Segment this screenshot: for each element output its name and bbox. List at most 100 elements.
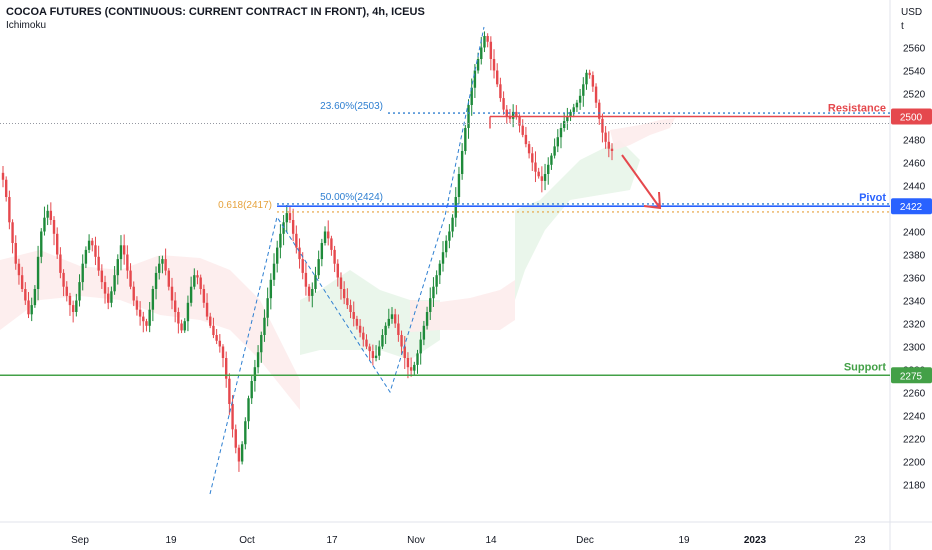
price-tag-label: 2275 [900,371,923,382]
candle-body [119,245,123,260]
candle-body [193,275,196,287]
candle-body [444,240,448,253]
candle-body [531,153,534,163]
candle-body [8,197,11,223]
candle-body [403,346,406,358]
cloud-band-3 [515,140,640,300]
candle-body [212,325,215,335]
x-tick-label: 17 [326,535,338,546]
candle-body [91,240,94,246]
candle-body [100,270,104,283]
candle-body [578,95,582,103]
candle-body [307,286,311,296]
fib-lines: 23.60%(2503) 50.00%(2424) 0.618(2417) [209,26,890,495]
candle-body [432,286,435,299]
candle-body [540,176,544,181]
candle-body [368,346,371,352]
candle-body [269,279,273,299]
candle-body [59,254,62,273]
candle-body [78,282,81,301]
candle-body [173,300,177,312]
candle-body [186,302,190,322]
candle-body [27,300,30,315]
x-tick-label: 23 [854,535,866,546]
candle-body [205,302,209,317]
candle-body [4,179,8,197]
candle-body [483,36,486,48]
candle-body [362,332,365,340]
candle-body [451,217,454,232]
candle-body [480,47,483,59]
price-tag-label: 2500 [900,113,923,124]
candle-body [518,116,521,126]
candle-body [158,263,161,273]
candle-body [231,404,234,430]
candle-body [97,256,100,271]
candle-body [291,220,295,234]
candle-body [572,107,575,112]
candle-body [311,289,314,296]
candle-body [279,233,282,248]
candle-body [170,286,174,301]
candle-body [314,275,317,289]
candle-body [339,277,343,289]
arrow-head [643,191,662,210]
candle-body [285,213,288,223]
candle-body [416,353,419,365]
candle-body [425,312,429,326]
level-name-pivot: Pivot [859,192,886,204]
candle-body [84,249,88,264]
candle-body [406,358,410,368]
candle-body [543,174,547,181]
x-tick-label: 19 [165,535,177,546]
candle-body [272,263,276,280]
candle-body [189,286,193,303]
y-tick-label: 2180 [903,481,926,492]
candle-body [547,164,550,174]
y-tick-label: 2340 [903,297,926,308]
candle-body [429,298,432,312]
key-levels: Resistance 2500 Pivot 2422 Support 2275 [0,103,932,384]
candle-body [288,213,292,220]
y-unit-label: USD [901,7,922,18]
candle-body [298,247,301,260]
y-tick-label: 2380 [903,251,926,262]
candle-body [56,233,59,255]
candle-body [122,245,126,255]
candle-body [582,84,585,96]
candle-body [247,398,250,422]
candle-body [355,318,359,326]
candle-body [17,263,21,276]
y-tick-label: 2520 [903,90,926,101]
candle-body [11,222,14,243]
candle-body [470,87,473,105]
candle-body [511,111,515,119]
candle-body [164,259,167,271]
candle-body [384,325,387,335]
candle-body [107,293,110,303]
y-tick-label: 2480 [903,136,926,147]
cloud-band-2 [410,280,515,332]
candle-body [14,243,17,264]
candle-body [358,325,362,333]
candle-body [126,254,129,271]
candle-body [464,128,467,151]
candle-body [327,231,330,239]
candle-body [224,358,228,379]
candle-body [604,132,607,142]
cloud-band-4 [610,118,675,150]
candle-body [476,59,480,71]
candle-body [161,259,164,264]
candle-body [489,41,493,59]
y-tick-label: 2200 [903,458,926,469]
fib-label: 50.00%(2424) [320,192,383,203]
candle-body [521,125,524,135]
x-tick-label: 14 [485,535,497,546]
x-tick-label: Oct [239,535,255,546]
y-tick-label: 2320 [903,320,926,331]
candle-body [295,233,298,248]
candle-body [419,339,422,354]
candle-body [524,134,528,145]
candle-body [473,70,477,88]
